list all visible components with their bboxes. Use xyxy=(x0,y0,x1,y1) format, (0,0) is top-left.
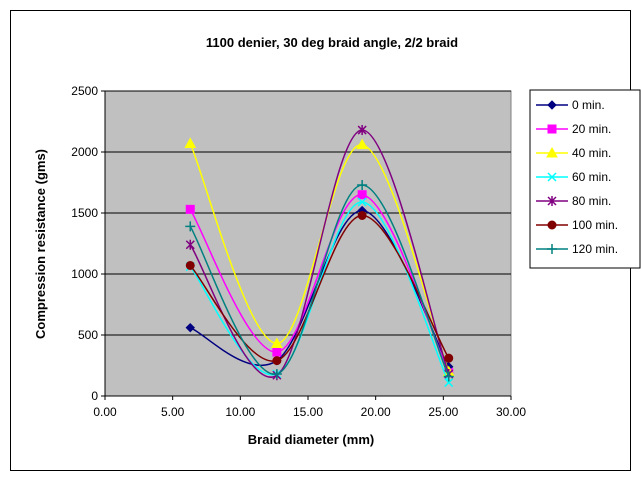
y-tick-label: 1500 xyxy=(71,206,98,220)
legend-label: 120 min. xyxy=(572,242,618,256)
legend-box xyxy=(529,89,641,269)
legend-item: 0 min. xyxy=(536,98,605,112)
legend-item: 60 min. xyxy=(536,170,611,184)
legend-item: 80 min. xyxy=(536,194,611,208)
data-point xyxy=(271,369,282,380)
chart-title: 1100 denier, 30 deg braid angle, 2/2 bra… xyxy=(206,35,458,50)
data-point xyxy=(271,337,283,349)
legend-marker xyxy=(547,244,557,254)
legend-item: 120 min. xyxy=(536,242,618,256)
data-point xyxy=(443,371,454,382)
series-line xyxy=(189,193,450,374)
legend-label: 60 min. xyxy=(572,170,611,184)
legend-marker xyxy=(546,146,558,158)
x-tick-label: 30.00 xyxy=(496,405,526,419)
legend-label: 80 min. xyxy=(572,194,611,208)
x-tick-label: 25.00 xyxy=(428,405,458,419)
legend-label: 100 min. xyxy=(572,218,618,232)
y-tick-label: 2500 xyxy=(71,84,98,98)
series-line xyxy=(189,184,450,377)
data-point xyxy=(272,356,282,366)
data-point xyxy=(444,378,454,388)
data-point xyxy=(357,179,368,190)
data-point xyxy=(357,125,367,136)
legend-marker xyxy=(547,196,557,206)
data-point xyxy=(357,197,367,207)
legend-item: 20 min. xyxy=(536,122,611,136)
data-point xyxy=(444,353,454,363)
legend-label: 20 min. xyxy=(572,122,611,136)
x-tick-label: 15.00 xyxy=(293,405,323,419)
legend-marker xyxy=(547,220,557,230)
series-line xyxy=(189,201,450,383)
data-point xyxy=(184,137,197,148)
plot-area xyxy=(104,90,512,397)
x-tick-label: 20.00 xyxy=(361,405,391,419)
data-point xyxy=(272,347,282,357)
series-6 xyxy=(185,179,454,382)
y-tick-label: 2000 xyxy=(71,145,98,159)
legend-marker xyxy=(547,124,557,134)
data-point xyxy=(356,138,368,150)
x-tick-label: 5.00 xyxy=(161,405,185,419)
y-tick-label: 500 xyxy=(78,328,98,342)
series-line xyxy=(189,214,450,362)
y-tick-label: 0 xyxy=(91,389,98,403)
legend-marker xyxy=(547,172,557,182)
data-point xyxy=(185,221,196,232)
x-tick-label: 10.00 xyxy=(225,405,255,419)
series-line xyxy=(189,129,450,378)
data-point xyxy=(185,204,195,214)
x-tick-label: 0.00 xyxy=(93,405,117,419)
data-point xyxy=(185,239,195,250)
x-axis-label: Braid diameter (mm) xyxy=(248,432,374,447)
legend-item: 40 min. xyxy=(536,146,611,160)
series-5 xyxy=(185,210,454,366)
data-point xyxy=(185,322,195,333)
y-tick-label: 1000 xyxy=(71,267,98,281)
y-axis-label: Compression resistance (gms) xyxy=(33,149,48,339)
data-point xyxy=(357,190,367,200)
legend: 0 min. 20 min. 40 min. 60 min. 80 min. 100 mi… xyxy=(529,89,641,269)
legend-marker xyxy=(547,100,557,110)
legend-item: 100 min. xyxy=(536,218,618,232)
legend-label: 40 min. xyxy=(572,146,611,160)
legend-label: 0 min. xyxy=(572,98,605,112)
data-point xyxy=(185,260,195,270)
data-point xyxy=(357,210,367,220)
